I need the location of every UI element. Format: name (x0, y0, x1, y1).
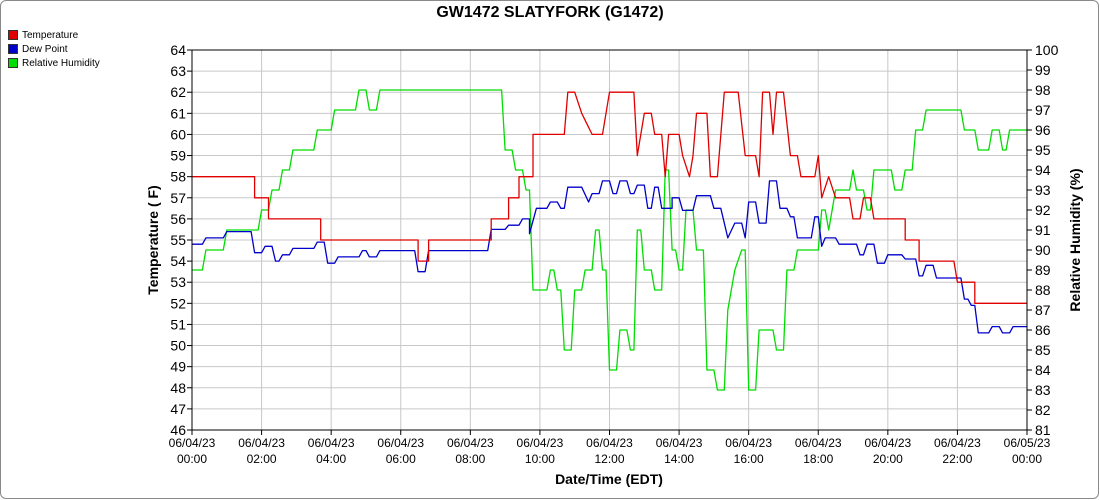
y-tick-label-right: 98 (1035, 82, 1051, 98)
chart-title: GW1472 SLATYFORK (G1472) (436, 4, 664, 21)
y-tick-label-right: 90 (1035, 242, 1051, 258)
x-tick-label-date: 06/04/23 (864, 436, 911, 450)
legend-item-temperature: Temperature (8, 28, 100, 42)
grid (191, 49, 1028, 431)
y-tick-label-left: 48 (170, 380, 186, 396)
x-tick-label-date: 06/04/23 (725, 436, 772, 450)
x-tick-label-time: 22:00 (942, 452, 972, 466)
y-tick-label-right: 97 (1035, 102, 1051, 118)
y-tick-label-right: 89 (1035, 262, 1051, 278)
x-tick-label-date: 06/05/23 (1004, 436, 1051, 450)
y-tick-label-right: 86 (1035, 322, 1051, 338)
x-tick-label-date: 06/04/23 (656, 436, 703, 450)
x-tick-label-date: 06/04/23 (517, 436, 564, 450)
y-tick-label-left: 64 (170, 42, 186, 58)
y-tick-label-right: 99 (1035, 62, 1051, 78)
y-axis-right-label: Relative Humidity (%) (1067, 168, 1083, 311)
x-tick-label-time: 02:00 (247, 452, 277, 466)
y-tick-label-left: 54 (170, 253, 186, 269)
x-tick-label-date: 06/04/23 (308, 436, 355, 450)
x-tick-label-date: 06/04/23 (238, 436, 285, 450)
y-tick-label-right: 84 (1035, 362, 1051, 378)
y-tick-label-right: 81 (1035, 422, 1051, 438)
y-tick-label-left: 52 (170, 295, 186, 311)
y-tick-label-left: 62 (170, 84, 186, 100)
relative-humidity-line (192, 89, 1027, 391)
y-tick-label-right: 88 (1035, 282, 1051, 298)
x-tick-label-date: 06/04/23 (377, 436, 424, 450)
x-tick-label-date: 06/04/23 (447, 436, 494, 450)
x-tick-label-date: 06/04/23 (169, 436, 216, 450)
legend-label-relative-humidity: Relative Humidity (22, 57, 100, 69)
y-tick-label-left: 55 (170, 232, 186, 248)
legend-label-dew-point: Dew Point (22, 43, 68, 55)
y-tick-label-right: 94 (1035, 162, 1051, 178)
x-tick-label-time: 08:00 (455, 452, 485, 466)
legend-label-temperature: Temperature (22, 29, 79, 41)
y-axis-left-label: Temperature ( F) (145, 185, 161, 294)
legend: Temperature Dew Point Relative Humidity (8, 28, 100, 70)
legend-item-relative-humidity: Relative Humidity (8, 56, 100, 70)
y-tick-label-left: 63 (170, 63, 186, 79)
y-tick-label-left: 53 (170, 274, 186, 290)
legend-item-dew-point: Dew Point (8, 42, 100, 56)
temperature-line (192, 91, 1027, 304)
y-tick-label-right: 92 (1035, 202, 1051, 218)
x-tick-label-time: 00:00 (1012, 452, 1042, 466)
y-tick-label-right: 100 (1035, 42, 1059, 58)
y-tick-label-left: 49 (170, 359, 186, 375)
temperature-swatch (8, 30, 18, 40)
y-tick-label-left: 59 (170, 148, 186, 164)
dew-point-line (192, 180, 1027, 334)
y-tick-label-right: 95 (1035, 142, 1051, 158)
x-tick-label-time: 12:00 (594, 452, 624, 466)
y-tick-label-right: 91 (1035, 222, 1051, 238)
y-tick-label-left: 51 (170, 316, 186, 332)
y-tick-label-left: 46 (170, 422, 186, 438)
y-tick-label-left: 57 (170, 190, 186, 206)
y-tick-label-right: 93 (1035, 182, 1051, 198)
y-tick-label-right: 87 (1035, 302, 1051, 318)
y-tick-label-left: 47 (170, 401, 186, 417)
x-tick-label-time: 00:00 (177, 452, 207, 466)
y-tick-label-right: 82 (1035, 402, 1051, 418)
y-tick-label-left: 56 (170, 211, 186, 227)
x-tick-label-time: 16:00 (734, 452, 764, 466)
x-tick-label-date: 06/04/23 (934, 436, 981, 450)
y-tick-label-right: 85 (1035, 342, 1051, 358)
x-tick-label-date: 06/04/23 (795, 436, 842, 450)
x-tick-label-time: 04:00 (316, 452, 346, 466)
x-tick-label-time: 14:00 (664, 452, 694, 466)
x-tick-label-time: 10:00 (525, 452, 555, 466)
series-lines (192, 89, 1027, 391)
y-tick-label-left: 58 (170, 169, 186, 185)
y-tick-label-right: 96 (1035, 122, 1051, 138)
x-tick-label-time: 06:00 (386, 452, 416, 466)
y-tick-label-left: 50 (170, 338, 186, 354)
x-tick-label-date: 06/04/23 (586, 436, 633, 450)
y-tick-label-right: 83 (1035, 382, 1051, 398)
y-tick-label-left: 60 (170, 126, 186, 142)
relative-humidity-swatch (8, 58, 18, 68)
tick-labels: 46 47 48 49 50 51 52 53 54 55 56 57 58 59 60 61 62 63 64 81… (169, 42, 1059, 466)
dew-point-swatch (8, 44, 18, 54)
x-tick-label-time: 20:00 (873, 452, 903, 466)
x-tick-label-time: 18:00 (803, 452, 833, 466)
x-axis-label: Date/Time (EDT) (555, 471, 663, 487)
y-tick-label-left: 61 (170, 105, 186, 121)
